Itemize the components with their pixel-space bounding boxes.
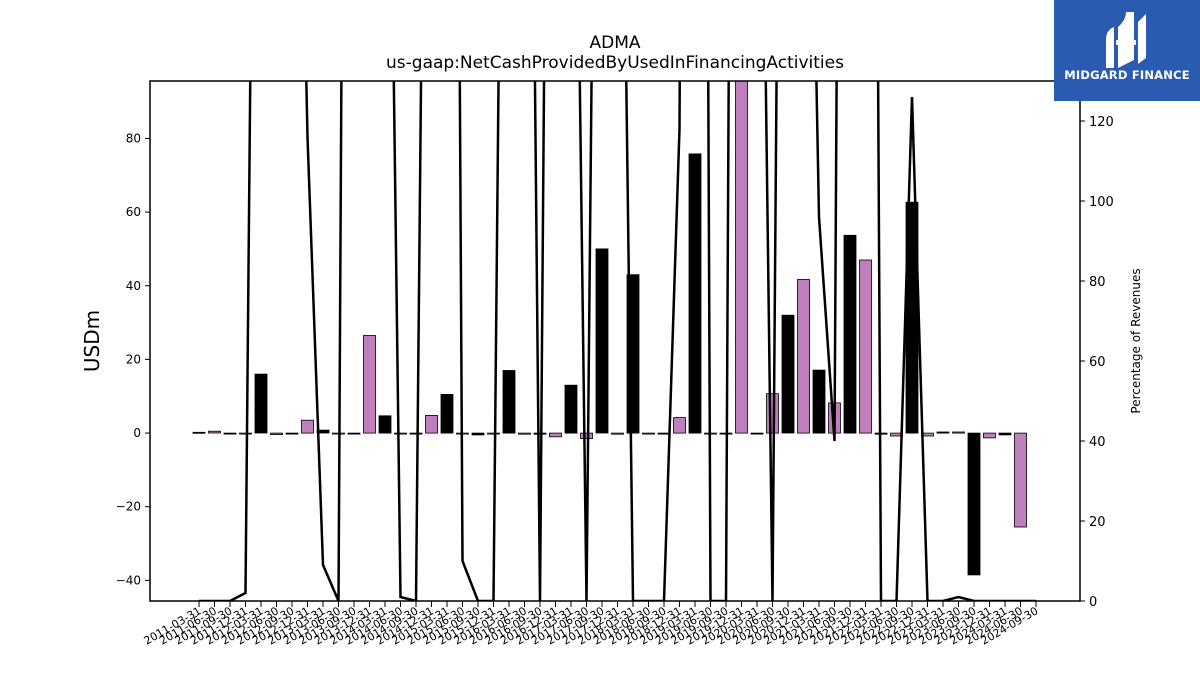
bar xyxy=(657,432,671,435)
bar xyxy=(967,432,981,576)
bar xyxy=(425,414,438,434)
bar xyxy=(781,314,795,434)
x-axis: 2011-03-312011-06-302011-09-302011-12-31… xyxy=(142,601,1041,648)
bar xyxy=(533,432,547,435)
y-tick-label: −40 xyxy=(116,573,141,587)
bar xyxy=(409,432,423,435)
bar xyxy=(223,432,237,435)
bar xyxy=(983,432,996,439)
bar xyxy=(301,419,314,434)
midgard-finance-logo: MIDGARD FINANCE xyxy=(1054,0,1200,101)
y-right-tick-label: 120 xyxy=(1089,115,1114,130)
bar xyxy=(595,248,609,434)
bar xyxy=(378,415,392,434)
bar xyxy=(347,432,361,435)
bar xyxy=(254,373,268,434)
bar xyxy=(285,432,299,435)
bar xyxy=(952,431,965,434)
chart-title: ADMA xyxy=(589,33,640,53)
y-axis-right: 0 20 40 60 80 100 120 xyxy=(1080,115,1114,610)
y-tick-label: 60 xyxy=(126,205,141,219)
y-right-tick-label: 40 xyxy=(1089,435,1106,450)
y-axis-label: USDm xyxy=(80,310,104,372)
bar xyxy=(580,432,593,440)
bar xyxy=(812,369,826,434)
bar xyxy=(642,432,655,435)
bar xyxy=(564,384,578,434)
y-right-tick-label: 0 xyxy=(1089,595,1097,610)
bar xyxy=(735,80,748,434)
y-axis-left: −40 −20 0 20 40 60 80 xyxy=(116,131,150,587)
y-tick-label: 0 xyxy=(133,426,141,440)
y-tick-label: −20 xyxy=(116,500,141,514)
bar xyxy=(998,432,1012,436)
y-axis-right-label: Percentage of Revenues xyxy=(1129,268,1143,413)
y-right-tick-label: 20 xyxy=(1089,515,1106,530)
bar xyxy=(936,431,950,434)
bar xyxy=(611,432,624,435)
bar xyxy=(518,432,531,435)
bar xyxy=(208,430,221,434)
bar xyxy=(440,393,454,434)
bar-layer xyxy=(192,80,1027,576)
plot-frame xyxy=(149,80,1081,602)
bar xyxy=(363,335,376,434)
bar xyxy=(843,234,857,434)
bar xyxy=(688,153,702,434)
bar xyxy=(270,432,283,436)
logo-text: MIDGARD FINANCE xyxy=(1064,68,1190,82)
bar xyxy=(1014,432,1027,528)
bar xyxy=(192,431,206,434)
y-tick-label: 80 xyxy=(126,131,141,145)
bar xyxy=(239,432,252,435)
bar xyxy=(549,432,562,438)
bar xyxy=(766,393,779,434)
bar xyxy=(394,432,407,435)
chart-subtitle: us-gaap:NetCashProvidedByUsedInFinancing… xyxy=(386,53,844,73)
y-right-tick-label: 60 xyxy=(1089,355,1106,370)
bar xyxy=(797,279,810,434)
bar xyxy=(673,417,686,434)
y-right-tick-label: 100 xyxy=(1089,195,1114,210)
y-tick-label: 20 xyxy=(126,352,141,366)
bar xyxy=(502,370,516,434)
y-right-tick-label: 80 xyxy=(1089,275,1106,290)
bar xyxy=(859,259,872,434)
bar xyxy=(750,432,764,435)
y-tick-label: 40 xyxy=(126,279,141,293)
bar xyxy=(471,432,485,436)
logo-mark-icon xyxy=(1054,0,1200,101)
bar xyxy=(487,432,500,435)
